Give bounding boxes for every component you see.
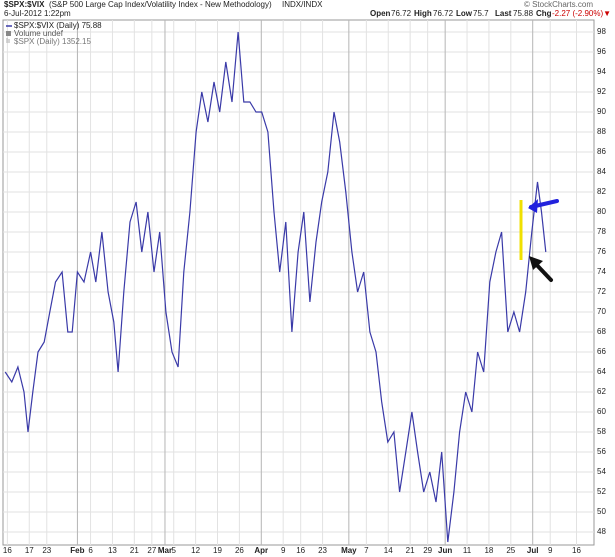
y-tick-label: 56 (597, 447, 606, 456)
y-tick-label: 92 (597, 87, 606, 96)
x-tick-label: Apr (254, 546, 268, 555)
x-tick-label: 14 (384, 546, 393, 555)
x-tick-label: 16 (572, 546, 581, 555)
x-tick-label: 19 (213, 546, 222, 555)
x-tick-label: Feb (70, 546, 84, 555)
plot-area (2, 19, 595, 546)
high-value: 76.72 (433, 9, 454, 18)
y-tick-label: 72 (597, 287, 606, 296)
legend-entry: $SPX (Daily) 1352.15 (14, 37, 91, 46)
legend-entry: Volume undef (14, 29, 64, 38)
y-tick-label: 90 (597, 107, 606, 116)
y-tick-label: 98 (597, 27, 606, 36)
y-tick-label: 84 (597, 167, 606, 176)
date: 6-Jul-2012 1:22pm (4, 9, 71, 18)
legend-swatch (6, 31, 11, 36)
open-value: 76.72 (391, 9, 412, 18)
y-tick-label: 78 (597, 227, 606, 236)
y-tick-label: 96 (597, 47, 606, 56)
y-tick-label: 82 (597, 187, 606, 196)
low-value: 75.7 (473, 9, 489, 18)
y-tick-label: 94 (597, 67, 606, 76)
legend-swatch (6, 38, 10, 43)
last-value: 75.88 (513, 9, 534, 18)
x-tick-label: 12 (191, 546, 200, 555)
symbol: $SPX:$VIX (4, 0, 45, 9)
x-tick-label: 5 (172, 546, 177, 555)
arrow-black-head (529, 256, 543, 270)
marks (4, 31, 547, 543)
description: (S&P 500 Large Cap Index/Volatility Inde… (49, 0, 272, 9)
y-tick-label: 58 (597, 427, 606, 436)
high-label: High (414, 9, 432, 18)
x-tick-label: 18 (484, 546, 493, 555)
y-tick-label: 48 (597, 527, 606, 536)
x-tick-label: 7 (364, 546, 369, 555)
y-tick-label: 54 (597, 467, 606, 476)
x-tick-label: 6 (88, 546, 93, 555)
y-tick-label: 60 (597, 407, 606, 416)
credit: © StockCharts.com (524, 0, 593, 9)
y-tick-label: 74 (597, 267, 606, 276)
y-tick-label: 88 (597, 127, 606, 136)
x-tick-label: 25 (506, 546, 515, 555)
y-tick-label: 66 (597, 347, 606, 356)
x-tick-label: 16 (296, 546, 305, 555)
y-tick-label: 64 (597, 367, 606, 376)
chg-value: -2.27 (-2.90%)▼ (552, 9, 611, 18)
y-tick-label: 52 (597, 487, 606, 496)
y-tick-label: 62 (597, 387, 606, 396)
x-tick-label: May (341, 546, 357, 555)
low-label: Low (456, 9, 473, 18)
y-tick-label: 86 (597, 147, 606, 156)
price-line (4, 31, 547, 543)
x-tick-label: 17 (25, 546, 34, 555)
x-tick-label: 9 (548, 546, 553, 555)
x-tick-label: Jun (438, 546, 452, 555)
x-tick-label: 9 (281, 546, 286, 555)
legend-entry: $SPX:$VIX (Daily) 75.88 (14, 21, 102, 30)
y-tick-label: 70 (597, 307, 606, 316)
x-tick-label: Jul (527, 546, 539, 555)
y-tick-label: 50 (597, 507, 606, 516)
y-tick-label: 80 (597, 207, 606, 216)
x-tick-label: 29 (423, 546, 432, 555)
y-tick-label: 76 (597, 247, 606, 256)
x-tick-label: 23 (318, 546, 327, 555)
exchange: INDX/INDX (282, 0, 323, 9)
x-tick-label: 13 (108, 546, 117, 555)
x-tick-label: 23 (42, 546, 51, 555)
x-tick-label: 21 (130, 546, 139, 555)
x-tick-label: 21 (406, 546, 415, 555)
open-label: Open (370, 9, 391, 18)
x-tick-label: Mar (158, 546, 172, 555)
arrow-blue-head (528, 199, 538, 213)
x-tick-label: 26 (235, 546, 244, 555)
last-label: Last (495, 9, 512, 18)
x-tick-label: 16 (3, 546, 12, 555)
chg-label: Chg (536, 9, 552, 18)
x-tick-label: 27 (147, 546, 156, 555)
grid (3, 20, 594, 545)
y-tick-label: 68 (597, 327, 606, 336)
x-tick-label: 11 (463, 546, 472, 555)
